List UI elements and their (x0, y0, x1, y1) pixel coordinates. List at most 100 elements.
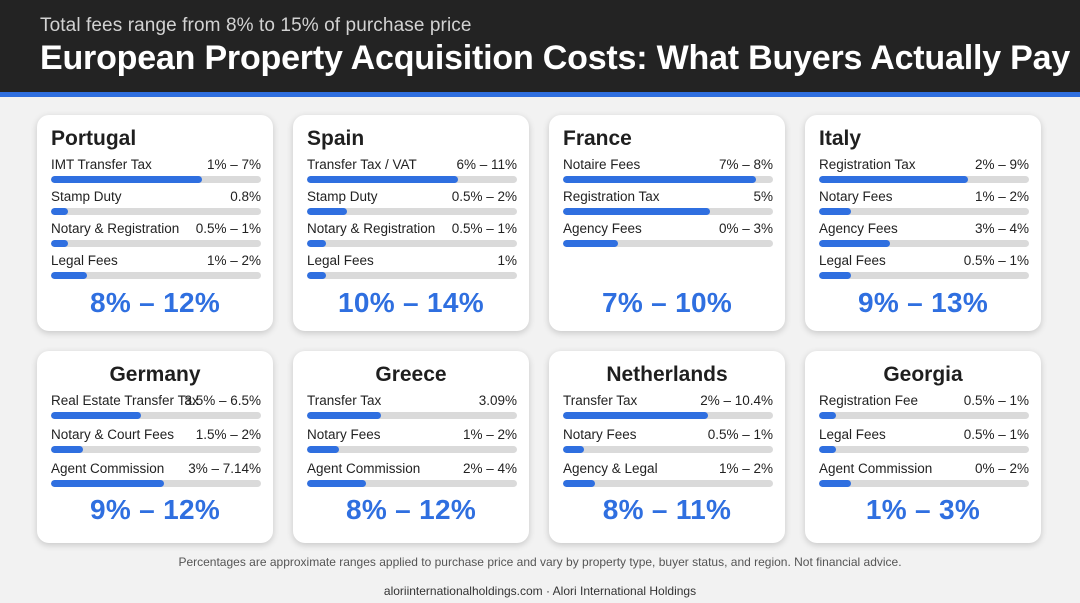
fee-value: 2% – 9% (974, 157, 1029, 172)
fee-value: 0% – 3% (718, 221, 773, 236)
fee-label: Notary Fees (307, 427, 381, 442)
fee-bar-fill (307, 176, 458, 183)
fee-bar-track (51, 412, 261, 419)
fee-row: Agency Fees 3% – 4% (819, 221, 1029, 249)
fee-row: Stamp Duty 0.8% (51, 189, 261, 217)
fee-bar-fill (307, 240, 326, 247)
fee-row: Stamp Duty 0.5% – 2% (307, 189, 517, 217)
fee-bar-fill (307, 480, 366, 487)
credit-line: aloriinternationalholdings.com · Alori I… (383, 584, 697, 598)
fee-value: 3.09% (478, 393, 517, 408)
header-accent-line (0, 92, 1080, 97)
fee-value: 1% – 2% (974, 189, 1029, 204)
fee-row: Agent Commission 2% – 4% (307, 461, 517, 489)
fee-bar-track (307, 480, 517, 487)
card-georgia: Georgia Registration Fee 0.5% – 1% Legal Fe… (805, 351, 1041, 543)
card-country-name: Greece (375, 363, 447, 386)
fee-label: Agency & Legal (563, 461, 658, 476)
fee-value: 2% – 4% (462, 461, 517, 476)
fee-bar-fill (51, 272, 87, 279)
fee-bar-fill (51, 208, 68, 215)
fee-bar-track (819, 208, 1029, 215)
fee-bar-fill (51, 412, 141, 419)
fee-bar-track (307, 272, 517, 279)
fee-value: 0.5% – 1% (963, 427, 1029, 442)
fee-row: IMT Transfer Tax 1% – 7% (51, 157, 261, 185)
fee-label: Notary Fees (819, 189, 893, 204)
fee-bar-track (819, 412, 1029, 419)
fee-row: Agent Commission 3% – 7.14% (51, 461, 261, 489)
fee-label: Transfer Tax (307, 393, 382, 408)
fee-row: Notary & Registration 0.5% – 1% (51, 221, 261, 249)
fee-bar-fill (563, 176, 756, 183)
fee-bar-track (51, 176, 261, 183)
footnote: Percentages are approximate ranges appli… (178, 555, 902, 569)
total-range: 8% – 12% (89, 287, 221, 318)
fee-bar-fill (51, 176, 202, 183)
fee-row: Legal Fees 1% (307, 253, 517, 281)
fee-bar-fill (307, 272, 326, 279)
fee-bar-fill (819, 412, 836, 419)
fee-value: 0.5% – 1% (195, 221, 261, 236)
fee-bar-track (51, 480, 261, 487)
card-country-name: Spain (307, 127, 365, 150)
fee-bar-track (563, 240, 773, 247)
fee-row: Registration Tax 2% – 9% (819, 157, 1029, 185)
fee-row: Transfer Tax 2% – 10.4% (563, 393, 773, 421)
fee-bar-track (563, 176, 773, 183)
fee-bar-track (307, 446, 517, 453)
fee-bar-track (819, 240, 1029, 247)
fee-bar-fill (819, 208, 851, 215)
fee-bar-fill (563, 412, 708, 419)
fee-bar-track (307, 176, 517, 183)
card-country-name: France (563, 127, 632, 150)
fee-value: 0.5% – 1% (963, 253, 1029, 268)
fee-value: 1.5% – 2% (195, 427, 261, 442)
fee-label: Legal Fees (51, 253, 118, 268)
fee-label: Stamp Duty (51, 189, 122, 204)
fee-bar-track (563, 208, 773, 215)
fee-bar-fill (819, 272, 851, 279)
card-france: France Notaire Fees 7% – 8% Registration Ta… (549, 115, 785, 331)
fee-label: Notaire Fees (563, 157, 641, 172)
fee-row: Notaire Fees 7% – 8% (563, 157, 773, 185)
fee-value: 3% – 7.14% (188, 461, 261, 476)
fee-bar-track (51, 240, 261, 247)
fee-row: Registration Tax 5% (563, 189, 773, 217)
card-country-name: Germany (109, 363, 201, 386)
card-country-name: Italy (819, 127, 862, 150)
fee-row: Registration Fee 0.5% – 1% (819, 393, 1029, 421)
card-spain: Spain Transfer Tax / VAT 6% – 11% Stamp Dut… (293, 115, 529, 331)
fee-label: Registration Tax (563, 189, 660, 204)
fee-label: Legal Fees (819, 253, 886, 268)
fee-label: Registration Tax (819, 157, 916, 172)
total-range: 9% – 13% (857, 287, 989, 318)
fee-label: Registration Fee (819, 393, 919, 408)
fee-bar-fill (563, 446, 584, 453)
fee-bar-fill (307, 446, 339, 453)
fee-bar-fill (51, 446, 83, 453)
fee-value: 0.5% – 1% (707, 427, 773, 442)
fee-bar-track (51, 446, 261, 453)
fee-row: Notary & Court Fees 1.5% – 2% (51, 427, 261, 455)
fee-bar-fill (307, 208, 347, 215)
fee-row: Notary Fees 1% – 2% (307, 427, 517, 455)
fee-value: 5% (753, 189, 773, 204)
page-subtitle: Total fees range from 8% to 15% of purch… (40, 15, 472, 36)
fee-row: Real Estate Transfer Tax 3.5% – 6.5% (51, 393, 261, 421)
fee-bar-fill (51, 480, 164, 487)
fee-bar-track (307, 412, 517, 419)
fee-label: Legal Fees (819, 427, 886, 442)
card-netherlands: Netherlands Transfer Tax 2% – 10.4% Notary … (549, 351, 785, 543)
fee-row: Transfer Tax / VAT 6% – 11% (307, 157, 517, 185)
fee-row: Notary Fees 1% – 2% (819, 189, 1029, 217)
fee-label: Agency Fees (819, 221, 898, 236)
fee-value: 1% (497, 253, 517, 268)
fee-row: Legal Fees 1% – 2% (51, 253, 261, 281)
fee-bar-track (563, 480, 773, 487)
fee-value: 3% – 4% (974, 221, 1029, 236)
fee-bar-track (819, 480, 1029, 487)
fee-row: Notary Fees 0.5% – 1% (563, 427, 773, 455)
fee-value: 1% – 2% (462, 427, 517, 442)
card-country-name: Portugal (51, 127, 137, 150)
